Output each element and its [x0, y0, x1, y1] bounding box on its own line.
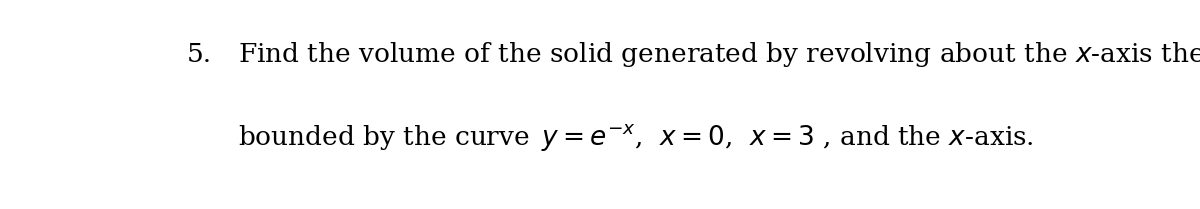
Text: bounded by the curve $\,y = e^{-x}$,  $x = 0$,  $x = 3$ , and the $x$-axis.: bounded by the curve $\,y = e^{-x}$, $x … [239, 122, 1034, 153]
Text: Find the volume of the solid generated by revolving about the $x$-axis the regio: Find the volume of the solid generated b… [239, 40, 1200, 69]
Text: 5.: 5. [187, 42, 212, 66]
